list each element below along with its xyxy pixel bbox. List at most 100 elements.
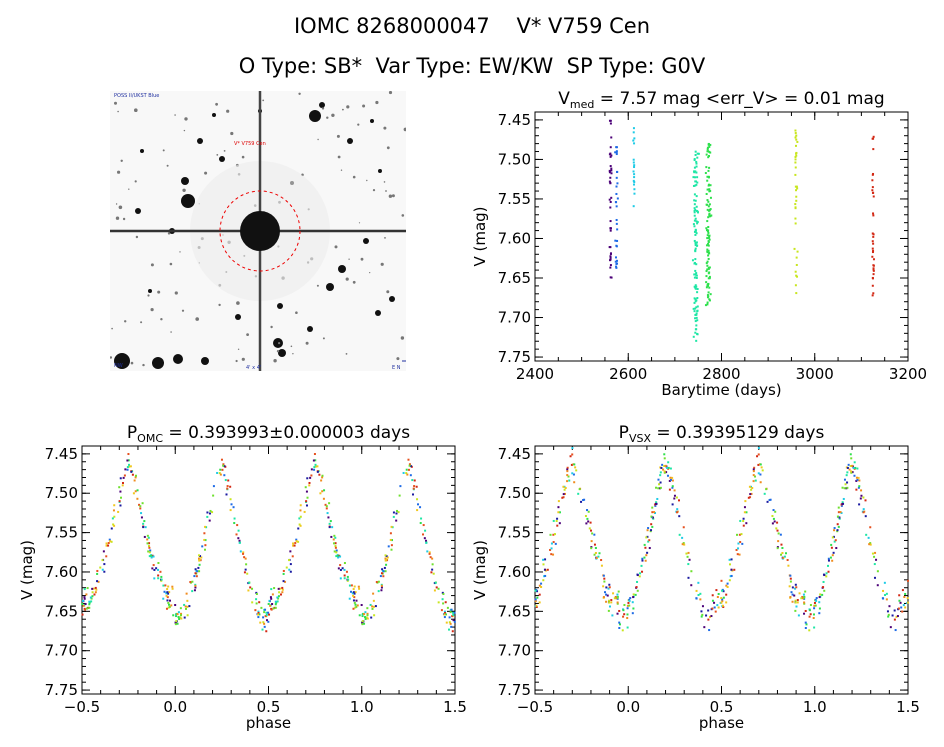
- faint-star: [150, 263, 154, 267]
- data-point: [339, 577, 342, 580]
- data-point: [372, 599, 375, 602]
- data-point: [869, 526, 872, 529]
- data-point: [846, 481, 849, 484]
- data-point: [119, 477, 122, 480]
- data-point: [871, 294, 874, 297]
- data-point: [827, 559, 830, 562]
- data-point: [777, 532, 780, 535]
- data-point: [334, 542, 337, 545]
- data-point: [659, 474, 662, 477]
- data-point: [614, 260, 617, 263]
- data-point: [409, 465, 412, 468]
- data-point: [722, 605, 725, 608]
- data-point: [708, 203, 711, 206]
- faint-star: [357, 123, 360, 126]
- data-point: [96, 572, 99, 575]
- faint-star: [135, 235, 139, 239]
- data-point: [337, 567, 340, 570]
- data-point: [804, 627, 807, 630]
- data-point: [872, 273, 875, 276]
- data-point: [171, 587, 174, 590]
- data-point: [325, 505, 328, 508]
- data-point: [754, 475, 757, 478]
- data-point: [99, 566, 102, 569]
- data-point: [191, 580, 194, 583]
- data-point: [644, 546, 647, 549]
- data-point: [204, 525, 207, 528]
- data-point: [398, 494, 401, 497]
- data-point: [831, 536, 834, 539]
- data-point: [186, 605, 189, 608]
- data-point: [352, 599, 355, 602]
- data-point: [704, 172, 707, 175]
- data-point: [696, 291, 699, 294]
- data-point: [437, 587, 440, 590]
- faint-star: [115, 216, 120, 220]
- data-point: [211, 511, 214, 514]
- data-point: [269, 596, 272, 599]
- data-point: [177, 616, 180, 619]
- y-tick-label: 7.60: [45, 563, 78, 581]
- data-point: [277, 595, 280, 598]
- data-point: [219, 468, 222, 471]
- data-point: [609, 259, 612, 262]
- data-point: [706, 248, 709, 251]
- faint-star: [122, 217, 126, 221]
- data-point: [743, 511, 746, 514]
- data-point: [694, 233, 697, 236]
- data-point: [622, 609, 625, 612]
- data-point: [299, 504, 302, 507]
- data-point: [663, 453, 666, 456]
- data-point: [737, 547, 740, 550]
- data-point: [110, 540, 113, 543]
- data-point: [673, 489, 676, 492]
- data-point: [848, 468, 851, 471]
- data-point: [707, 266, 710, 269]
- data-point: [185, 592, 188, 595]
- data-point: [616, 597, 619, 600]
- data-point: [381, 572, 384, 575]
- data-point: [756, 455, 759, 458]
- data-point: [626, 604, 629, 607]
- data-point: [175, 620, 178, 623]
- data-point: [606, 594, 609, 597]
- data-point: [655, 486, 658, 489]
- data-point: [123, 474, 126, 477]
- data-point: [267, 611, 270, 614]
- data-point: [721, 598, 724, 601]
- data-point: [694, 287, 697, 290]
- data-point: [386, 556, 389, 559]
- data-point: [711, 594, 714, 597]
- data-point: [121, 484, 124, 487]
- data-point: [678, 499, 681, 502]
- data-point: [802, 593, 805, 596]
- data-point: [696, 319, 699, 322]
- data-point: [212, 494, 215, 497]
- data-point: [364, 611, 367, 614]
- data-point: [705, 270, 708, 273]
- data-point: [708, 238, 711, 241]
- data-point: [146, 534, 149, 537]
- data-point: [238, 539, 241, 542]
- data-point: [305, 504, 308, 507]
- data-point: [361, 623, 364, 626]
- data-point: [733, 568, 736, 571]
- data-point: [873, 576, 876, 579]
- data-point: [632, 131, 635, 134]
- data-point: [536, 596, 539, 599]
- data-point: [141, 502, 144, 505]
- data-point: [717, 592, 720, 595]
- data-point: [432, 572, 435, 575]
- data-point: [223, 465, 226, 468]
- faint-star: [134, 108, 138, 112]
- background-star: [278, 349, 286, 357]
- data-point: [743, 506, 746, 509]
- faint-star: [348, 258, 350, 260]
- y-tick-label: 7.60: [498, 229, 531, 247]
- y-tick-label: 7.70: [498, 642, 531, 660]
- data-point: [693, 219, 696, 222]
- data-point: [199, 555, 202, 558]
- data-point: [304, 486, 307, 489]
- data-point: [267, 620, 270, 623]
- data-point: [862, 496, 865, 499]
